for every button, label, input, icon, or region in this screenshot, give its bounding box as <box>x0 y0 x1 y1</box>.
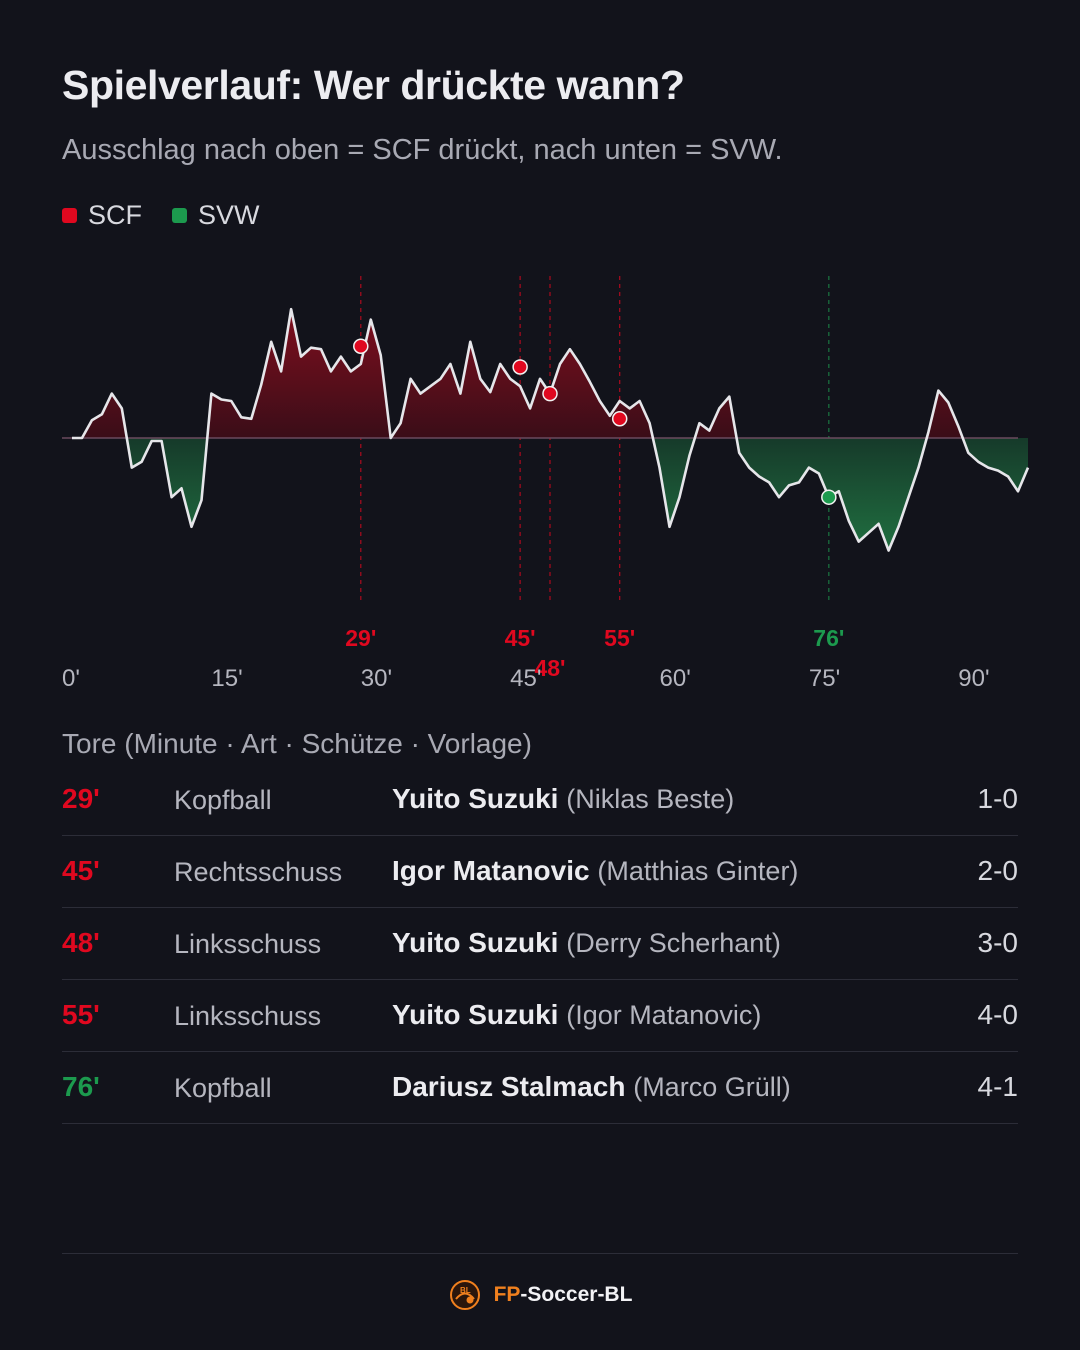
goal-minute-label: 29' <box>345 625 376 651</box>
goal-scorer: Dariusz Stalmach <box>392 1071 626 1102</box>
goal-minute: 55' <box>62 999 100 1030</box>
goal-minute-labels: 29' 45' 48' 55' 76' <box>345 625 844 681</box>
x-tick-label: 60' <box>660 665 691 692</box>
goal-score: 4-1 <box>977 1071 1018 1102</box>
goal-type: Linksschuss <box>174 929 322 959</box>
logo-text: BL <box>460 1286 471 1295</box>
x-tick-label: 15' <box>211 665 242 692</box>
goal-assist: (Marco Grüll) <box>633 1072 791 1102</box>
goal-row: 45' Rechtsschuss Igor Matanovic (Matthia… <box>62 836 1018 908</box>
goal-type: Linksschuss <box>174 1001 322 1031</box>
goals-table: 29' Kopfball Yuito Suzuki (Niklas Beste)… <box>62 764 1018 1124</box>
brand-name: FP-Soccer-BL <box>494 1283 633 1307</box>
goal-minute-label: 48' <box>534 655 565 681</box>
page-title: Spielverlauf: Wer drückte wann? <box>62 62 685 108</box>
goal-assist: (Derry Scherhant) <box>566 928 781 958</box>
goal-row: 55' Linksschuss Yuito Suzuki (Igor Matan… <box>62 980 1018 1052</box>
goal-type: Rechtsschuss <box>174 857 343 887</box>
goal-assist: (Igor Matanovic) <box>566 1000 762 1030</box>
x-tick-label: 90' <box>958 665 989 692</box>
goal-player: Yuito Suzuki (Derry Scherhant) <box>392 927 781 959</box>
goal-player: Dariusz Stalmach (Marco Grüll) <box>392 1071 791 1103</box>
goal-scorer: Yuito Suzuki <box>392 927 559 958</box>
goal-minute: 45' <box>62 855 100 886</box>
footer-brand: BL FP-Soccer-BL <box>0 1278 1080 1312</box>
goals-heading: Tore (Minute · Art · Schütze · Vorlage) <box>62 728 532 759</box>
scf-pressure-area <box>72 309 1028 438</box>
goal-player: Yuito Suzuki (Igor Matanovic) <box>392 999 761 1031</box>
brand-prefix: FP <box>493 1283 521 1306</box>
goal-row: 29' Kopfball Yuito Suzuki (Niklas Beste)… <box>62 764 1018 836</box>
goal-type: Kopfball <box>174 1073 272 1103</box>
goal-scorer: Igor Matanovic <box>392 855 590 886</box>
svw-pressure-area <box>72 438 1028 551</box>
chart-legend: SCF SVW <box>62 200 290 231</box>
legend-swatch-svw <box>172 208 187 223</box>
goal-type: Kopfball <box>174 785 272 815</box>
page-subtitle: Ausschlag nach oben = SCF drückt, nach u… <box>62 134 783 166</box>
goal-score: 1-0 <box>977 783 1018 814</box>
soccer-logo-icon: BL <box>449 1280 480 1310</box>
goal-minute-label: 45' <box>505 625 536 651</box>
momentum-chart: 29' 45'48'55' 76' 0' 15' 30' 45' 60' 75' 90' <box>62 276 1030 692</box>
legend-label-scf: SCF <box>88 200 142 230</box>
goal-marker-dot <box>542 385 558 402</box>
x-axis-ticks: 0' 15' 30' 45' 60' 75' 90' <box>62 665 990 692</box>
goal-marker-dot <box>512 359 528 375</box>
goal-row: 48' Linksschuss Yuito Suzuki (Derry Sche… <box>62 908 1018 980</box>
goal-row: 76' Kopfball Dariusz Stalmach (Marco Grü… <box>62 1052 1018 1124</box>
goal-minute: 48' <box>62 927 100 958</box>
legend-item-scf: SCF <box>62 200 142 231</box>
legend-item-svw: SVW <box>172 200 260 231</box>
goal-scorer: Yuito Suzuki <box>392 783 559 814</box>
goal-score: 4-0 <box>977 999 1018 1030</box>
footer-divider <box>62 1253 1018 1254</box>
legend-label-svw: SVW <box>198 200 260 230</box>
goal-marker-dots <box>353 338 837 505</box>
x-tick-label: 0' <box>62 665 80 692</box>
goal-minute: 29' <box>62 783 100 814</box>
goal-score: 3-0 <box>977 927 1018 958</box>
goal-minute-label: 76' <box>813 625 844 651</box>
goal-marker-dot <box>353 338 369 354</box>
x-tick-label: 45' <box>510 665 541 692</box>
goal-player: Yuito Suzuki (Niklas Beste) <box>392 783 734 815</box>
goal-minute-label: 55' <box>604 625 635 651</box>
goal-scorer: Yuito Suzuki <box>392 999 559 1030</box>
goal-minute: 76' <box>62 1071 100 1102</box>
goal-marker-dot <box>611 411 628 427</box>
goal-player: Igor Matanovic (Matthias Ginter) <box>392 855 798 887</box>
goal-score: 2-0 <box>977 855 1018 886</box>
goal-assist: (Niklas Beste) <box>566 784 735 814</box>
brand-suffix: -Soccer-BL <box>520 1283 633 1306</box>
goal-marker-dot <box>821 489 837 505</box>
x-tick-label: 75' <box>809 665 840 692</box>
legend-swatch-scf <box>62 208 77 223</box>
goal-assist: (Matthias Ginter) <box>597 856 799 886</box>
x-tick-label: 30' <box>361 665 392 692</box>
